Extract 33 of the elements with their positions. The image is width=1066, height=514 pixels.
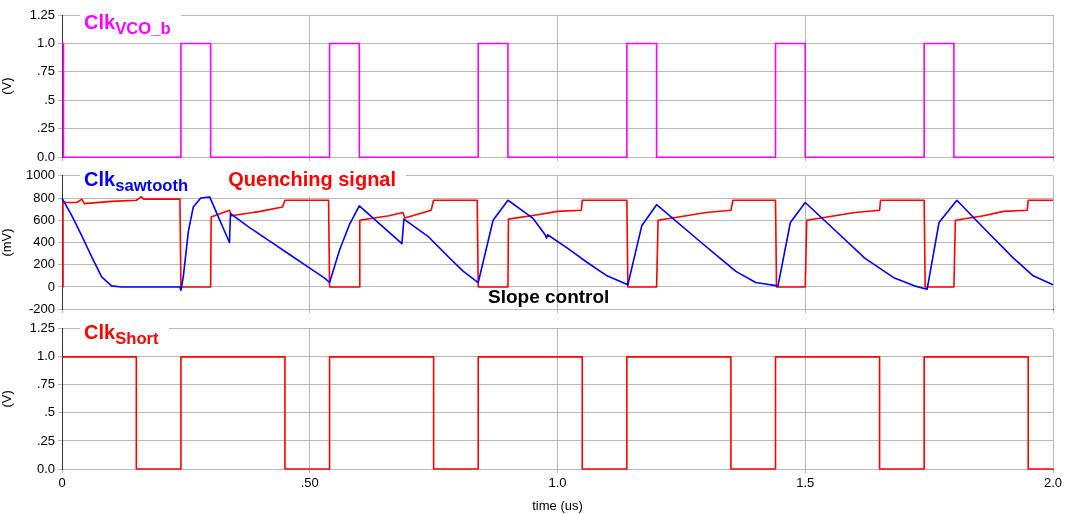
y-tick-label: 0.0 <box>36 460 55 476</box>
y-tick-label: .5 <box>44 91 55 107</box>
y-tick-label: .25 <box>36 432 55 448</box>
y-tick-label: 1.25 <box>29 320 55 336</box>
y-axis-title: (V) <box>0 390 15 408</box>
y-tick-label: 0.0 <box>36 148 55 164</box>
x-axis-title: time (us) <box>532 497 583 513</box>
annotation: Slope control <box>488 286 610 308</box>
y-tick-label: .75 <box>36 63 55 79</box>
x-tick-label: 2.0 <box>1043 475 1063 491</box>
y-tick-label: 400 <box>33 234 55 250</box>
y-tick-label: .25 <box>36 120 55 136</box>
y-tick-label: 1.0 <box>36 348 55 364</box>
y-axis-title: (mV) <box>0 228 15 257</box>
y-tick-label: 800 <box>33 189 55 205</box>
y-tick-label: .75 <box>36 376 55 392</box>
y-tick-label: 1.0 <box>36 35 55 51</box>
y-tick-label: 200 <box>33 256 55 272</box>
y-tick-label: 1000 <box>26 167 55 183</box>
y-tick-label: .5 <box>44 404 55 420</box>
x-tick-label: 1.5 <box>796 475 815 491</box>
y-tick-label: 600 <box>33 211 55 227</box>
series-label: Clk$_{VCO_b}$ <box>84 11 171 39</box>
series-label: Clk$_{Short}$ <box>84 321 159 349</box>
x-tick-label: 0 <box>58 475 66 491</box>
y-tick-label: -200 <box>28 300 55 316</box>
series-label: Clk$_{sawtooth}$ <box>84 168 189 196</box>
series-label: Quenching signal <box>228 168 397 192</box>
y-tick-label: 1.25 <box>29 6 55 22</box>
y-axis-title: (V) <box>0 77 15 95</box>
y-tick-label: 0 <box>47 278 55 294</box>
x-tick-label: .50 <box>300 475 319 491</box>
x-tick-label: 1.0 <box>548 475 567 491</box>
